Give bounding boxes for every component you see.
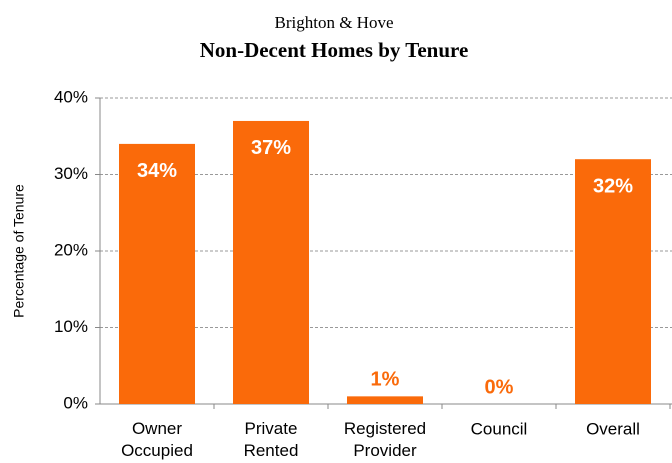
bar <box>347 396 423 404</box>
x-tick-label: Owner Occupied <box>121 419 193 460</box>
x-tick-label-line: Provider <box>353 441 417 460</box>
x-tick-label-line: Registered <box>344 419 426 438</box>
y-tick-label: 0% <box>63 393 88 412</box>
x-tick-label-line: Rented <box>244 441 299 460</box>
value-label: 1% <box>371 369 400 391</box>
value-label: 32% <box>593 175 633 197</box>
bar <box>233 120 309 404</box>
x-tick-label: Private Rented <box>244 419 299 460</box>
value-label: 0% <box>485 376 514 398</box>
value-label: 37% <box>251 137 291 159</box>
x-tick-label: Registered Provider <box>344 419 426 460</box>
y-tick-label: 40% <box>54 87 88 106</box>
y-tick-label: 20% <box>54 240 88 259</box>
chart-title: Non-Decent Homes by Tenure <box>200 38 469 62</box>
y-axis-label: Percentage of Tenure <box>11 184 27 318</box>
x-tick-label-line: Occupied <box>121 441 193 460</box>
chart-subtitle: Brighton & Hove <box>275 13 394 32</box>
y-tick-label: 30% <box>54 164 88 183</box>
x-tick-label-line: Owner <box>132 419 182 438</box>
bar <box>575 159 651 404</box>
x-tick-label: Council <box>471 419 528 438</box>
x-tick-label: Overall <box>586 419 640 438</box>
x-tick-label-line: Private <box>245 419 298 438</box>
bar <box>119 143 195 404</box>
value-label: 34% <box>137 160 177 182</box>
y-tick-label: 10% <box>54 317 88 336</box>
